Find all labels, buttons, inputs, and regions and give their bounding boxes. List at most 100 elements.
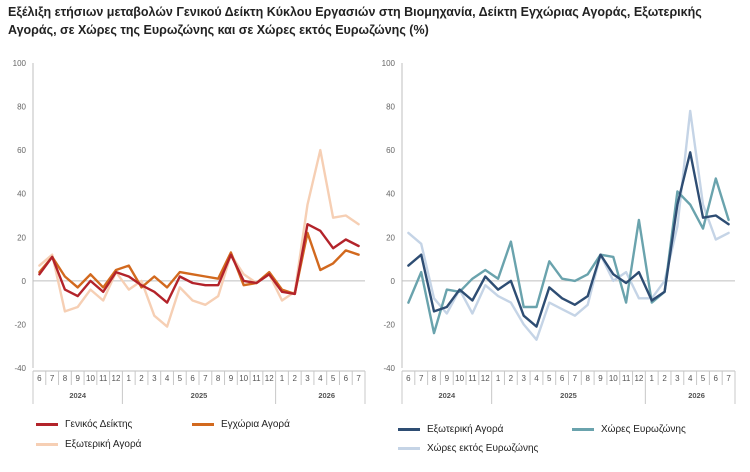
legend-label: Χώρες εκτός Ευρωζώνης: [427, 443, 539, 454]
series-line: [38, 231, 360, 296]
legend-swatch: [36, 423, 58, 426]
legend-swatch: [572, 428, 594, 431]
y-tick-label: 20: [386, 233, 395, 242]
chart-title: Εξέλιξη ετήσιων μεταβολών Γενικού Δείκτη…: [8, 5, 702, 37]
legend-label: Γενικός Δείκτης: [65, 419, 133, 430]
x-tick-label: 4: [165, 374, 170, 383]
series-line: [38, 222, 360, 304]
x-tick-label: 3: [675, 374, 680, 383]
y-tick-label: 80: [386, 103, 395, 112]
x-tick-label: 5: [547, 374, 552, 383]
x-tick-label: 1: [127, 374, 132, 383]
series-line: [407, 151, 730, 328]
year-label: 2026: [688, 391, 705, 400]
x-tick-label: 3: [305, 374, 310, 383]
x-tick-label: 5: [701, 374, 706, 383]
y-tick-label: 20: [17, 233, 26, 242]
x-tick-label: 5: [331, 374, 336, 383]
x-tick-label: 12: [265, 374, 274, 383]
legend-label: Εγχώρια Αγορά: [221, 419, 290, 430]
legend-swatch: [36, 443, 58, 446]
x-tick-label: 4: [688, 374, 693, 383]
year-label: 2025: [191, 391, 208, 400]
x-tick-label: 2: [509, 374, 514, 383]
x-tick-label: 8: [585, 374, 590, 383]
x-tick-label: 8: [216, 374, 221, 383]
x-tick-label: 7: [203, 374, 208, 383]
x-tick-label: 7: [573, 374, 578, 383]
x-tick-label: 7: [419, 374, 424, 383]
legend-item-left-1: Γενικός Δείκτης: [36, 419, 132, 430]
legend-item-left-2: Εγχώρια Αγορά: [192, 419, 290, 430]
x-tick-label: 12: [112, 374, 121, 383]
x-tick-label: 6: [37, 374, 42, 383]
y-tick-label: -20: [14, 320, 26, 329]
x-tick-label: 9: [598, 374, 603, 383]
x-tick-label: 9: [229, 374, 234, 383]
series-line: [38, 148, 360, 328]
year-label: 2025: [560, 391, 577, 400]
y-tick-label: 100: [382, 59, 396, 68]
y-tick-label: -40: [383, 364, 395, 373]
legend-label: Εξωτερική Αγορά: [65, 439, 142, 450]
x-tick-label: 10: [609, 374, 618, 383]
y-tick-label: -20: [383, 320, 395, 329]
legend-swatch: [192, 423, 214, 426]
x-tick-label: 10: [239, 374, 248, 383]
x-tick-label: 5: [178, 374, 183, 383]
x-tick-label: 3: [521, 374, 526, 383]
x-tick-label: 9: [445, 374, 450, 383]
y-tick-label: 100: [13, 59, 27, 68]
x-tick-label: 3: [152, 374, 157, 383]
x-tick-label: 6: [560, 374, 565, 383]
y-tick-label: 60: [17, 146, 26, 155]
legend-item-right-2: Χώρες Ευρωζώνης: [572, 424, 686, 435]
x-tick-label: 6: [190, 374, 195, 383]
legend-label: Χώρες Ευρωζώνης: [601, 424, 686, 435]
y-tick-label: 80: [17, 103, 26, 112]
x-tick-label: 1: [650, 374, 655, 383]
x-tick-label: 11: [252, 374, 261, 383]
legend-swatch: [398, 447, 420, 450]
x-tick-label: 4: [534, 374, 539, 383]
x-tick-label: 11: [622, 374, 631, 383]
year-label: 2024: [69, 391, 87, 400]
legend-label: Εξωτερική Αγορά: [427, 424, 504, 435]
x-tick-label: 10: [86, 374, 95, 383]
legend-item-right-1: Εξωτερική Αγορά: [398, 424, 503, 435]
y-tick-label: 40: [386, 190, 395, 199]
x-tick-label: 7: [726, 374, 731, 383]
x-tick-label: 4: [318, 374, 323, 383]
x-tick-label: 12: [634, 374, 643, 383]
year-label: 2026: [318, 391, 335, 400]
x-tick-label: 7: [356, 374, 361, 383]
x-tick-label: 2: [662, 374, 667, 383]
x-tick-label: 11: [99, 374, 108, 383]
x-tick-label: 12: [481, 374, 490, 383]
x-tick-label: 6: [406, 374, 411, 383]
legend-item-left-3: Εξωτερική Αγορά: [36, 439, 141, 450]
series-line: [407, 177, 730, 335]
y-tick-label: -40: [14, 364, 26, 373]
x-tick-label: 8: [432, 374, 437, 383]
x-tick-label: 10: [455, 374, 464, 383]
x-tick-label: 2: [139, 374, 144, 383]
x-tick-label: 8: [63, 374, 68, 383]
year-label: 2024: [438, 391, 456, 400]
x-tick-label: 11: [468, 374, 477, 383]
x-tick-label: 6: [344, 374, 349, 383]
x-tick-label: 2: [293, 374, 298, 383]
x-tick-label: 1: [496, 374, 501, 383]
x-tick-label: 9: [75, 374, 80, 383]
y-tick-label: 60: [386, 146, 395, 155]
x-tick-label: 7: [50, 374, 55, 383]
x-tick-label: 1: [280, 374, 285, 383]
legend-swatch: [398, 428, 420, 431]
y-tick-label: 0: [391, 277, 396, 286]
series-line: [407, 109, 730, 341]
y-tick-label: 0: [22, 277, 27, 286]
legend-item-right-3: Χώρες εκτός Ευρωζώνης: [398, 443, 538, 454]
